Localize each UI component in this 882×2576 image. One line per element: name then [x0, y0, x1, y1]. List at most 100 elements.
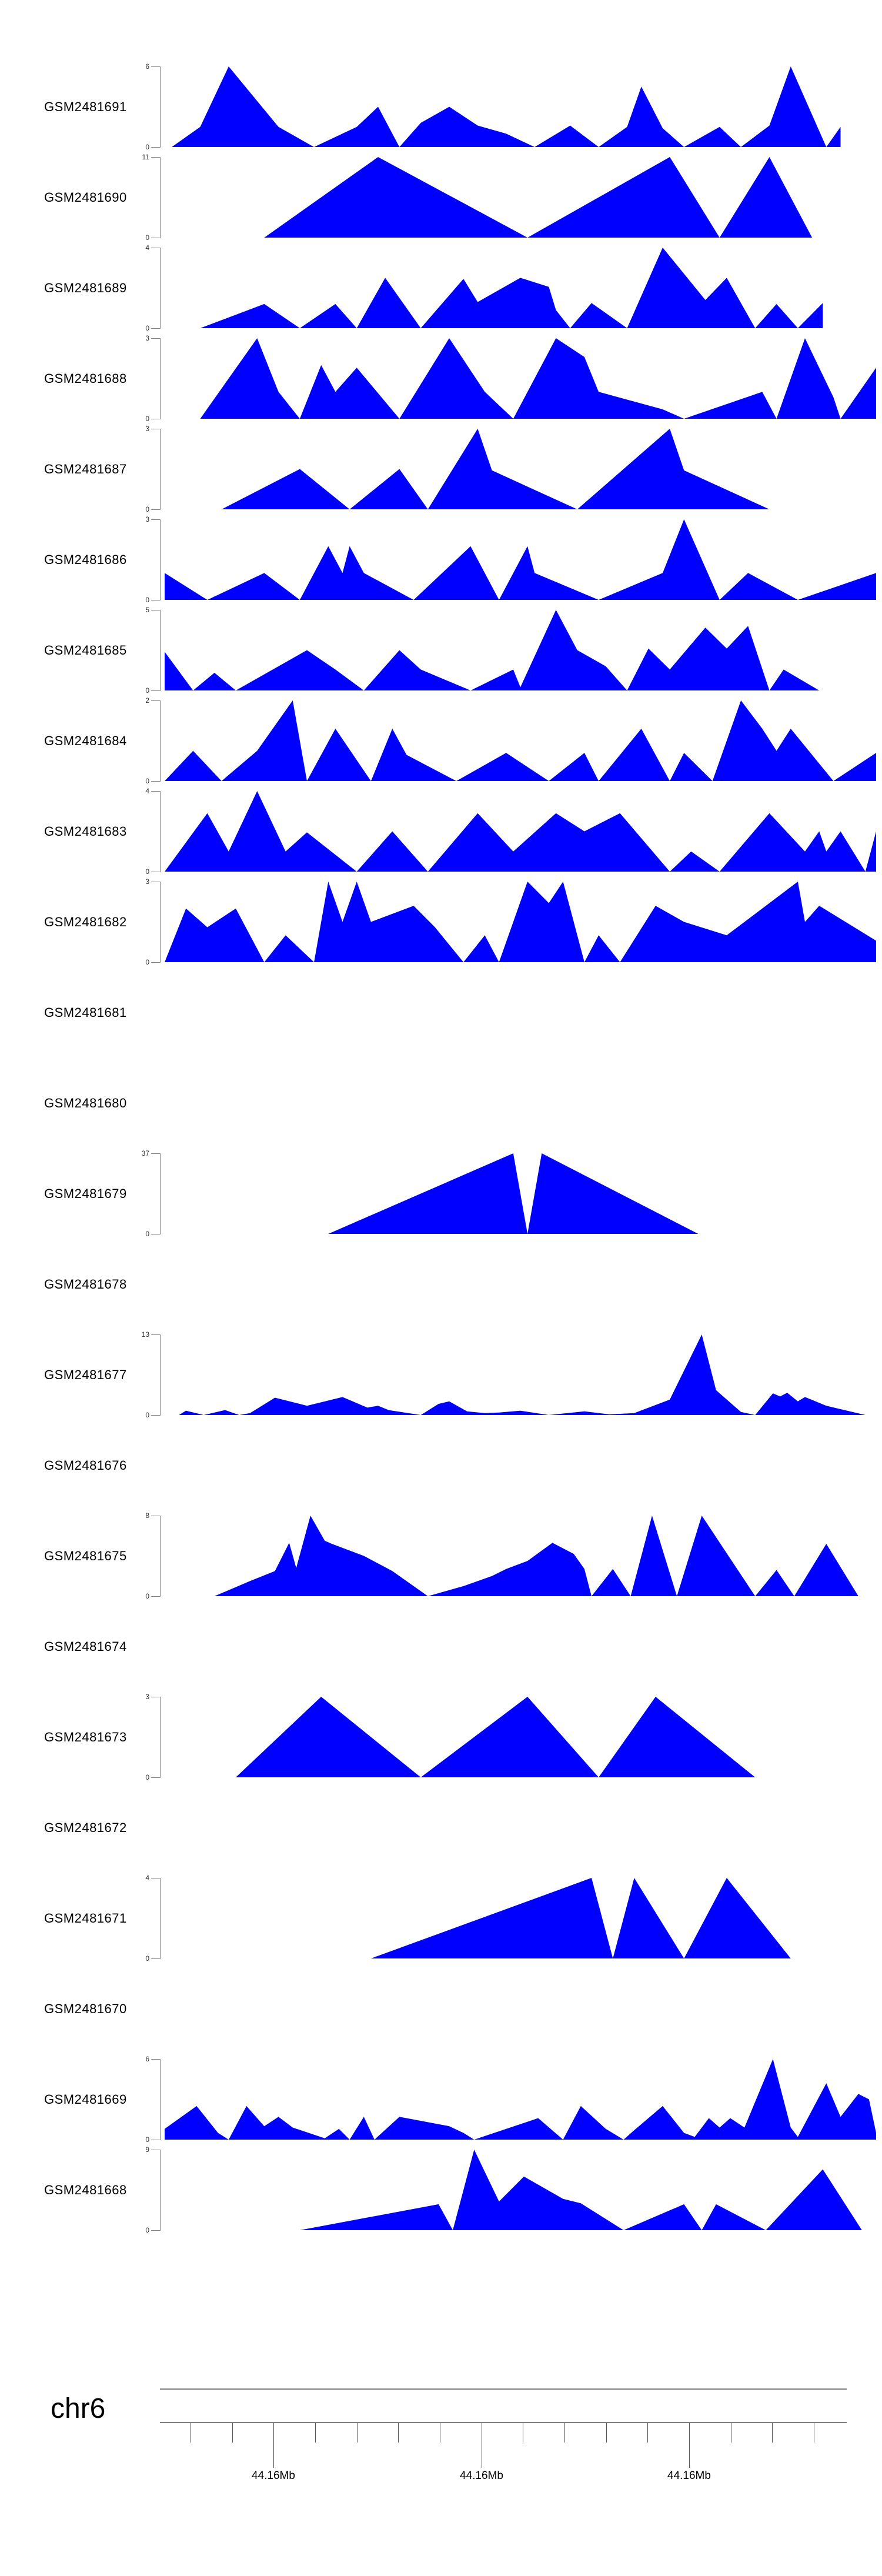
sample-label: GSM2481684 — [44, 733, 127, 748]
y-axis-zero-label: 0 — [145, 143, 149, 151]
y-axis-zero-label: 0 — [145, 233, 149, 242]
sample-track: GSM2481673 3 0 — [0, 1693, 882, 1781]
y-axis-line — [160, 1697, 161, 1778]
sample-track: GSM2481668 9 0 — [0, 2145, 882, 2234]
y-axis-max-label: 4 — [145, 1874, 149, 1882]
signal-polygon — [328, 1153, 699, 1234]
y-axis-max-label: 8 — [145, 1511, 149, 1520]
genome-tick-label: 44.16Mb — [667, 2470, 711, 2482]
y-axis-zero-label: 0 — [145, 1230, 149, 1238]
y-axis-line — [160, 2150, 161, 2231]
y-axis-zero-label: 0 — [145, 324, 149, 332]
y-axis-top-tick — [151, 2059, 160, 2060]
signal-polygon — [165, 700, 876, 781]
sample-track: GSM2481677 13 0 — [0, 1330, 882, 1419]
signal-polygon — [264, 157, 813, 238]
y-axis-line — [160, 429, 161, 510]
y-axis-max-label: 2 — [145, 696, 149, 705]
sample-label: GSM2481688 — [44, 371, 127, 386]
signal-area-plot — [165, 700, 876, 781]
genome-major-tick — [689, 2423, 690, 2468]
signal-polygon — [299, 2150, 862, 2230]
y-axis-top-tick — [151, 1334, 160, 1335]
signal-polygon — [172, 66, 841, 147]
y-axis-zero-label: 0 — [145, 867, 149, 876]
y-axis-line — [160, 157, 161, 238]
y-axis-zero-label: 0 — [145, 1411, 149, 1419]
signal-area-plot — [200, 338, 876, 419]
y-axis-zero-label: 0 — [145, 505, 149, 513]
y-axis-line — [160, 519, 161, 600]
y-axis-top-tick — [151, 338, 160, 339]
y-axis-line — [160, 1153, 161, 1234]
y-axis-max-label: 4 — [145, 243, 149, 252]
sample-label: GSM2481672 — [44, 1820, 127, 1835]
sample-label: GSM2481683 — [44, 823, 127, 839]
y-axis-top-tick — [151, 791, 160, 792]
sample-label: GSM2481675 — [44, 1548, 127, 1563]
genome-minor-tick — [606, 2423, 607, 2442]
y-axis-max-label: 9 — [145, 2145, 149, 2154]
sample-track: GSM2481682 3 0 — [0, 877, 882, 966]
sample-track: GSM2481671 4 0 — [0, 1874, 882, 1963]
signal-area-plot — [214, 1516, 858, 1596]
sample-track: GSM2481675 8 0 — [0, 1511, 882, 1600]
sample-track: GSM2481687 3 0 — [0, 425, 882, 513]
signal-polygon — [236, 1697, 756, 1777]
chromosome-label: chr6 — [51, 2393, 106, 2424]
genome-minor-tick — [357, 2423, 358, 2442]
sample-track: GSM2481674 — [0, 1606, 882, 1687]
signal-area-plot — [172, 66, 841, 147]
genome-minor-tick — [315, 2423, 316, 2442]
sample-track: GSM2481676 — [0, 1425, 882, 1506]
y-axis-bottom-tick — [151, 1596, 160, 1597]
sample-label: GSM2481668 — [44, 2182, 127, 2197]
sample-label: GSM2481677 — [44, 1367, 127, 1382]
genome-tick-label: 44.16Mb — [252, 2470, 295, 2482]
genome-minor-tick — [398, 2423, 399, 2442]
y-axis-max-label: 5 — [145, 606, 149, 614]
signal-polygon — [165, 610, 820, 690]
y-axis-max-label: 11 — [142, 153, 149, 161]
signal-polygon — [221, 429, 770, 509]
genome-major-tick — [273, 2423, 274, 2468]
y-axis-bottom-tick — [151, 509, 160, 510]
y-axis-line — [160, 1516, 161, 1597]
y-axis-max-label: 3 — [145, 334, 149, 342]
y-axis-bottom-tick — [151, 1958, 160, 1959]
sample-label: GSM2481669 — [44, 2091, 127, 2107]
sample-track: GSM2481670 — [0, 1968, 882, 2049]
y-axis-zero-label: 0 — [145, 686, 149, 695]
y-axis-zero-label: 0 — [145, 777, 149, 785]
y-axis-max-label: 13 — [141, 1330, 149, 1339]
signal-area-plot — [328, 1153, 699, 1234]
signal-area-plot — [200, 248, 823, 328]
y-axis-bottom-tick — [151, 328, 160, 329]
sample-label: GSM2481681 — [44, 1005, 127, 1020]
signal-area-plot — [165, 2059, 876, 2140]
signal-polygon — [165, 791, 876, 872]
y-axis-line — [160, 66, 161, 148]
signal-polygon — [370, 1878, 791, 1958]
y-axis-top-tick — [151, 66, 160, 67]
y-axis-line — [160, 338, 161, 419]
y-axis-zero-label: 0 — [145, 415, 149, 423]
y-axis-line — [160, 1878, 161, 1959]
y-axis-max-label: 3 — [145, 425, 149, 433]
sample-track: GSM2481684 2 0 — [0, 696, 882, 785]
sample-label: GSM2481674 — [44, 1639, 127, 1654]
sample-track: GSM2481681 — [0, 972, 882, 1053]
signal-area-plot — [165, 519, 876, 600]
signal-area-plot — [221, 429, 770, 509]
sample-track: GSM2481685 5 0 — [0, 606, 882, 695]
sample-track: GSM2481669 6 0 — [0, 2055, 882, 2144]
y-axis-max-label: 3 — [145, 1693, 149, 1701]
y-axis-zero-label: 0 — [145, 1773, 149, 1781]
genome-minor-tick — [564, 2423, 565, 2442]
y-axis-zero-label: 0 — [145, 596, 149, 604]
genome-tick-label: 44.16Mb — [460, 2470, 503, 2482]
y-axis-zero-label: 0 — [145, 2135, 149, 2144]
sample-label: GSM2481670 — [44, 2001, 127, 2016]
y-axis-max-label: 3 — [145, 877, 149, 886]
y-axis-bottom-tick — [151, 1415, 160, 1416]
